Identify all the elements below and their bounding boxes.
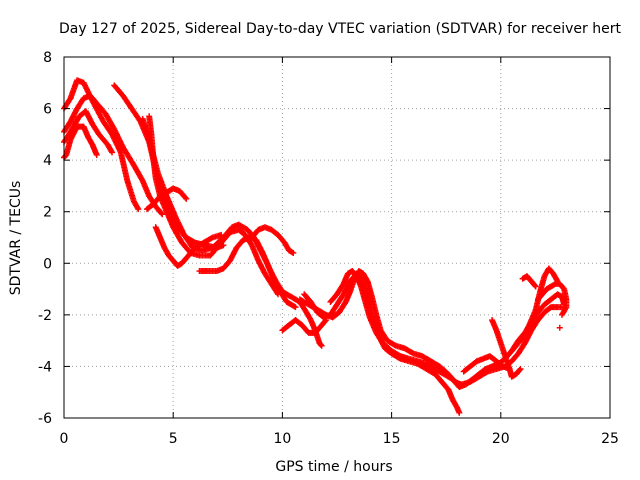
y-tick-label: -2 — [38, 308, 52, 324]
series-track-21 — [556, 324, 563, 331]
series-track-19 — [534, 280, 570, 318]
plot-frame — [63, 56, 611, 419]
x-tick-label: 25 — [601, 431, 619, 447]
data-point — [208, 235, 215, 242]
data-point — [159, 211, 166, 218]
x-tick-label: 15 — [383, 431, 401, 447]
data-point — [396, 352, 403, 359]
series-track-9 — [152, 224, 225, 269]
series-track-14 — [301, 270, 463, 416]
data-point — [391, 342, 398, 349]
data-point — [517, 366, 524, 373]
y-tick-label: 2 — [43, 205, 52, 221]
y-tick-label: 0 — [43, 256, 52, 272]
y-axis-label: SDTVAR / TECUs — [8, 181, 24, 296]
series-track-17 — [460, 353, 513, 375]
y-tick-labels: -6 -4 -2 0 2 4 6 8 — [38, 50, 52, 427]
y-tick-label: -4 — [38, 359, 52, 375]
data-point — [559, 310, 566, 317]
data-point — [531, 282, 538, 289]
data-point — [275, 291, 282, 298]
x-tick-label: 10 — [273, 431, 291, 447]
series-track-11 — [248, 224, 297, 256]
data-point — [456, 409, 463, 416]
data-points — [61, 77, 570, 416]
series-track-13 — [296, 268, 565, 388]
y-tick-label: -6 — [38, 411, 52, 427]
series-track-1 — [61, 77, 142, 213]
data-point — [109, 149, 116, 156]
data-point — [158, 210, 165, 217]
series-track-18 — [508, 291, 568, 354]
y-tick-label: 8 — [43, 50, 52, 66]
chart-title: Day 127 of 2025, Sidereal Day-to-day VTE… — [59, 21, 621, 37]
data-point — [317, 341, 324, 348]
data-point — [182, 194, 189, 201]
y-tick-label: 4 — [43, 153, 52, 169]
data-point — [218, 231, 225, 238]
x-tick-labels: 0 5 10 15 20 25 — [60, 431, 619, 447]
series-track-2 — [61, 92, 166, 218]
data-point — [93, 151, 100, 158]
data-point — [108, 148, 115, 155]
series-track-8 — [143, 185, 190, 213]
data-point — [516, 367, 523, 374]
data-point — [318, 342, 325, 349]
series-track-7 — [146, 113, 282, 298]
series-track-20 — [519, 273, 539, 290]
y-tick-label: 6 — [43, 102, 52, 118]
x-tick-label: 20 — [492, 431, 510, 447]
x-tick-label: 0 — [60, 431, 69, 447]
series-track-16 — [489, 317, 524, 380]
data-point — [409, 349, 416, 356]
data-point — [558, 311, 565, 318]
data-point — [290, 249, 297, 256]
data-point — [506, 366, 513, 373]
data-point — [556, 324, 563, 331]
data-point — [532, 283, 539, 290]
data-point — [292, 304, 299, 311]
data-point — [274, 289, 281, 296]
data-point — [183, 195, 190, 202]
x-tick-label: 5 — [169, 431, 178, 447]
data-point — [291, 303, 298, 310]
axis-ticks — [63, 56, 611, 419]
data-point — [134, 204, 141, 211]
data-point — [135, 206, 142, 213]
series-track-12 — [279, 317, 330, 336]
x-axis-label: GPS time / hours — [275, 459, 392, 475]
